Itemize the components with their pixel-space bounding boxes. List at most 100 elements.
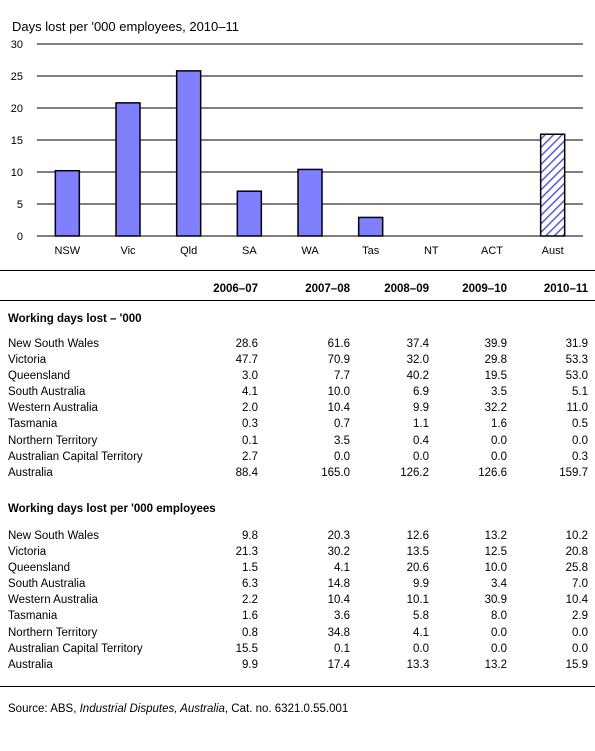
table-cell: 10.4 — [327, 402, 350, 414]
table-cell: 30.9 — [484, 594, 507, 606]
table-cell: 1.5 — [242, 562, 258, 574]
bar-wa — [297, 168, 323, 237]
table-cell: 4.1 — [413, 627, 429, 639]
table-cell: 0.1 — [334, 643, 350, 655]
table-cell: 0.4 — [413, 435, 429, 447]
table-cell: 3.6 — [334, 610, 350, 622]
table-cell: 53.0 — [565, 370, 588, 382]
table-cell: 10.4 — [565, 594, 588, 606]
column-header: 2008–09 — [384, 283, 429, 295]
table-row: Northern Territory 0.1 3.5 0.4 0.0 0.0 — [0, 435, 595, 450]
table-cell: 9.9 — [413, 402, 429, 414]
table-cell: 0.0 — [334, 451, 350, 463]
table-cell: 25.8 — [565, 562, 588, 574]
table-cell: 2.7 — [242, 451, 258, 463]
table-cell: 15.5 — [235, 643, 258, 655]
table-row: Australian Capital Territory 2.7 0.0 0.0 0.0… — [0, 451, 595, 466]
table-row: Victoria 47.7 70.9 32.0 29.8 53.3 — [0, 354, 595, 369]
y-tick-label: 15 — [11, 135, 23, 147]
row-label: Northern Territory — [8, 627, 98, 639]
y-tick-label: 5 — [17, 199, 23, 211]
table-row: Northern Territory 0.8 34.8 4.1 0.0 0.0 — [0, 627, 595, 642]
table-cell: 1.6 — [242, 610, 258, 622]
x-tick-label: Tas — [362, 245, 380, 257]
table-cell: 0.3 — [242, 418, 258, 430]
bar-aust — [539, 133, 566, 237]
table-cell: 4.1 — [334, 562, 350, 574]
bar-nsw — [54, 169, 81, 237]
table-cell: 12.5 — [484, 546, 507, 558]
table-cell: 1.6 — [491, 418, 507, 430]
row-label: Australian Capital Territory — [8, 643, 143, 655]
table-cell: 47.7 — [235, 354, 258, 366]
table-cell: 21.3 — [235, 546, 258, 558]
x-tick-label: NSW — [54, 245, 80, 257]
table-cell: 2.2 — [242, 594, 258, 606]
table-row: Australian Capital Territory 15.5 0.1 0.0 0.… — [0, 643, 595, 658]
table-cell: 165.0 — [321, 467, 350, 479]
table-cell: 10.2 — [565, 530, 588, 542]
x-tick-label: ACT — [481, 245, 503, 257]
table-cell: 3.0 — [242, 370, 258, 382]
x-tick-label: WA — [301, 245, 319, 257]
table-cell: 39.9 — [484, 338, 507, 350]
y-axis-ticks: 0 5 10 15 20 25 30 — [11, 39, 23, 243]
table-cell: 61.6 — [327, 338, 350, 350]
table-cell: 53.3 — [565, 354, 588, 366]
table-cell: 0.1 — [242, 435, 258, 447]
x-tick-label: NT — [424, 245, 439, 257]
bar-chart: 0 5 10 15 20 25 30 NSW Vic Qld SA WA Tas NT ACT Aust — [11, 39, 583, 257]
table-cell: 4.1 — [242, 386, 258, 398]
table-top-rule — [0, 270, 595, 271]
table-cell: 3.5 — [334, 435, 350, 447]
x-tick-label: SA — [242, 245, 257, 257]
bar-tas — [357, 216, 384, 237]
row-label: Tasmania — [8, 418, 58, 430]
table-cell: 13.2 — [484, 659, 507, 671]
row-label: Northern Territory — [8, 435, 98, 447]
row-label: Western Australia — [8, 402, 98, 414]
table-cell: 0.0 — [491, 451, 507, 463]
bar-vic — [115, 102, 141, 237]
table-row: New South Wales 28.6 61.6 37.4 39.9 31.9 — [0, 338, 595, 353]
table-cell: 19.5 — [484, 370, 507, 382]
column-header: 2009–10 — [462, 283, 507, 295]
table-cell: 0.3 — [572, 451, 588, 463]
table-cell: 3.5 — [491, 386, 507, 398]
table-cell: 10.0 — [327, 386, 350, 398]
table-cell: 10.0 — [484, 562, 507, 574]
table-cell: 20.3 — [327, 530, 350, 542]
row-label: Australia — [8, 467, 53, 479]
table-cell: 7.0 — [572, 578, 588, 590]
table-cell: 0.0 — [491, 627, 507, 639]
table-cell: 30.2 — [327, 546, 350, 558]
section-title: Working days lost per '000 employees — [8, 503, 216, 515]
table-cell: 20.8 — [565, 546, 588, 558]
row-label: Queensland — [8, 370, 71, 382]
table-cell: 0.0 — [413, 643, 429, 655]
row-label: Western Australia — [8, 594, 98, 606]
row-label: Australian Capital Territory — [8, 451, 143, 463]
bar-sa — [236, 190, 263, 237]
table-cell: 11.0 — [566, 402, 588, 414]
table-cell: 7.7 — [334, 370, 350, 382]
table-cell: 159.7 — [559, 467, 588, 479]
table-row: New South Wales 9.8 20.3 12.6 13.2 10.2 — [0, 530, 595, 545]
table-cell: 17.4 — [327, 659, 350, 671]
row-label: South Australia — [8, 578, 86, 590]
table-cell: 0.5 — [572, 418, 588, 430]
table-cell: 34.8 — [327, 627, 350, 639]
x-axis-labels: NSW Vic Qld SA WA Tas NT ACT Aust — [54, 245, 563, 257]
table-cell: 0.0 — [572, 627, 588, 639]
section-title: Working days lost – '000 — [8, 313, 142, 325]
column-header: 2007–08 — [305, 283, 350, 295]
table-cell: 9.8 — [242, 530, 258, 542]
table-cell: 0.7 — [334, 418, 350, 430]
x-tick-label: Aust — [542, 245, 564, 257]
table-cell: 28.6 — [235, 338, 258, 350]
table-cell: 13.5 — [406, 546, 429, 558]
source-prefix: Source: ABS, — [8, 703, 80, 715]
table-cell: 31.9 — [565, 338, 588, 350]
header-rule — [0, 300, 595, 301]
row-label: Queensland — [8, 562, 71, 574]
